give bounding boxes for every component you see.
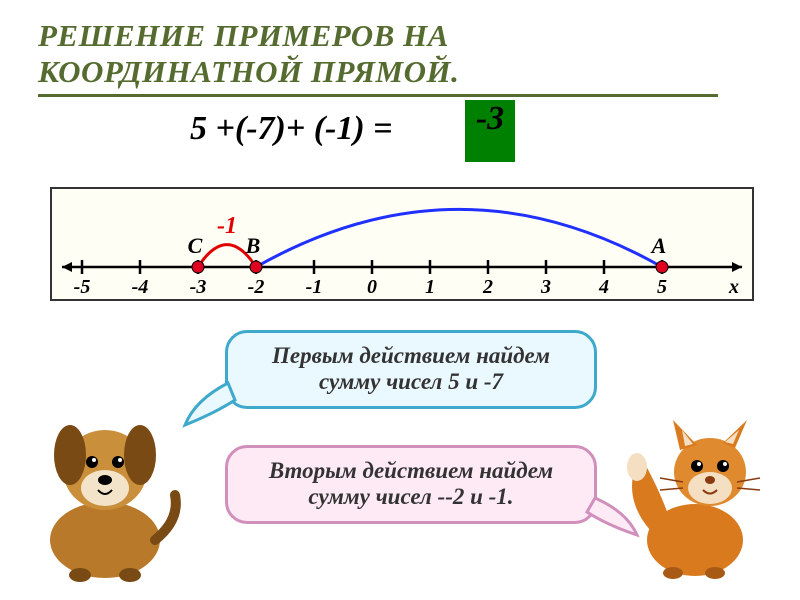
numberline-svg: -7 -1 -5 -4 -3 -2 -1 0 1 2 3 4 5 x А В С — [52, 189, 752, 304]
svg-text:3: 3 — [540, 276, 551, 298]
svg-text:С: С — [188, 233, 203, 258]
svg-text:-1: -1 — [306, 276, 323, 298]
bubble2-tail — [575, 480, 645, 550]
svg-text:А: А — [650, 233, 667, 258]
answer-box: -3 — [465, 100, 515, 162]
svg-text:2: 2 — [482, 276, 493, 298]
numberline-panel: -7 -1 -5 -4 -3 -2 -1 0 1 2 3 4 5 x А В С — [50, 187, 754, 301]
svg-text:-3: -3 — [190, 276, 207, 298]
title-underline — [38, 94, 718, 97]
svg-text:-5: -5 — [74, 276, 91, 298]
equation-text: 5 +(-7)+ (-1) = — [190, 110, 393, 148]
speech-bubble-2: Вторым действием найдем сумму чисел --2 … — [225, 445, 597, 524]
svg-text:4: 4 — [598, 276, 609, 298]
dog-icon — [20, 400, 190, 590]
svg-text:1: 1 — [425, 276, 435, 298]
speech-bubble-1: Первым действием найдем сумму чисел 5 и … — [225, 330, 597, 409]
bubble1-tail — [180, 365, 250, 435]
svg-text:5: 5 — [657, 276, 667, 298]
svg-text:-1: -1 — [217, 213, 237, 239]
svg-text:В: В — [245, 233, 261, 258]
svg-text:-2: -2 — [248, 276, 265, 298]
svg-text:-7: -7 — [449, 189, 470, 193]
svg-text:0: 0 — [367, 276, 377, 298]
svg-text:x: x — [728, 276, 739, 298]
slide-title: РЕШЕНИЕ ПРИМЕРОВ НА КООРДИНАТНОЙ ПРЯМОЙ. — [38, 18, 688, 89]
svg-text:-4: -4 — [132, 276, 149, 298]
